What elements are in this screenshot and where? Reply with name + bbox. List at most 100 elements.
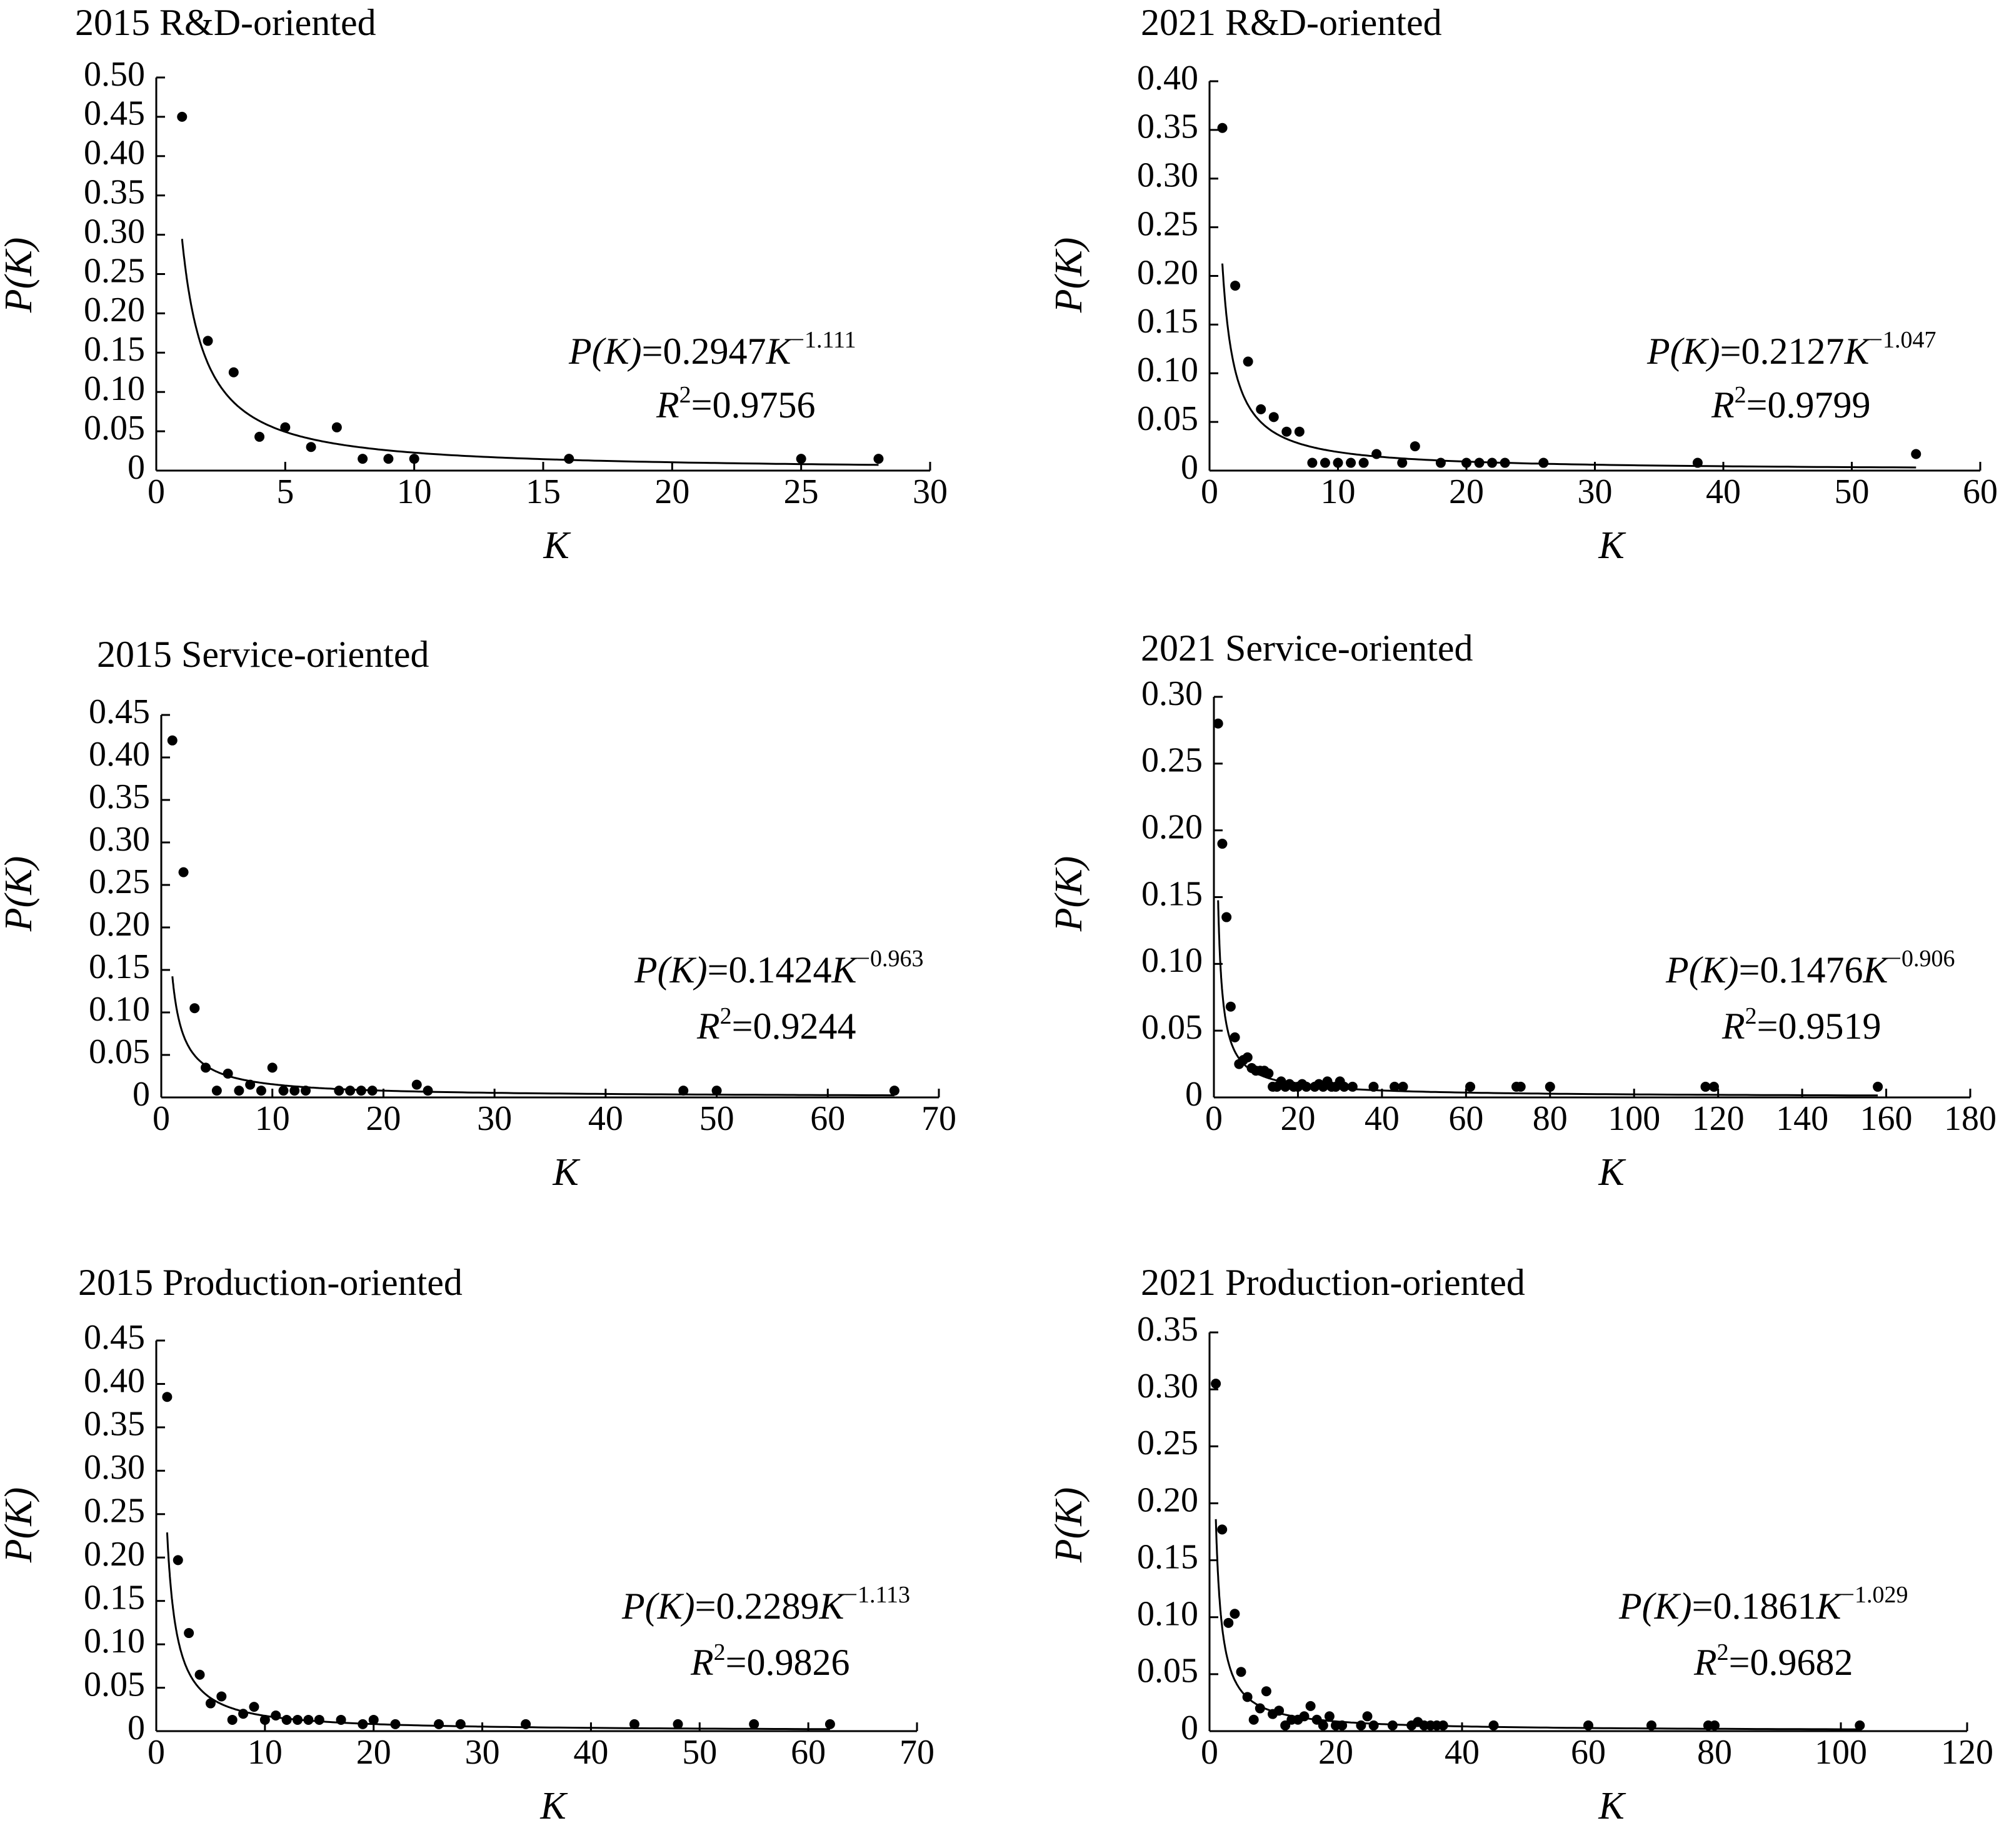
equation-exponent: −1.047 xyxy=(1870,327,1936,353)
fit-equation: P(K)=0.2289K−1.113 xyxy=(621,1582,910,1627)
data-point xyxy=(409,454,419,464)
r-squared-value: =0.9826 xyxy=(726,1642,850,1683)
x-axis-label: K xyxy=(1598,524,1626,567)
data-point xyxy=(289,1086,300,1096)
data-point xyxy=(383,454,394,464)
data-point xyxy=(1274,1706,1285,1716)
y-tick-label: 0.20 xyxy=(84,1535,145,1574)
data-point xyxy=(1217,1524,1228,1535)
x-tick-label: 100 xyxy=(1815,1733,1867,1772)
x-tick-label: 40 xyxy=(588,1099,623,1138)
data-point xyxy=(1474,457,1485,468)
data-point xyxy=(1217,839,1228,849)
data-point xyxy=(1461,457,1471,468)
equation-lhs: P(K) xyxy=(1618,1586,1692,1627)
y-tick-label: 0.35 xyxy=(84,1405,145,1444)
data-point xyxy=(455,1719,466,1729)
x-tick-label: 0 xyxy=(1205,1099,1223,1138)
fit-curve xyxy=(1221,263,1916,469)
x-tick-label: 20 xyxy=(1449,472,1484,511)
y-tick-label: 0.40 xyxy=(84,1361,145,1400)
chart-title: 2015 Service-oriented xyxy=(97,634,429,675)
data-point xyxy=(238,1709,249,1719)
data-point xyxy=(216,1691,227,1702)
chart-title: 2021 Service-oriented xyxy=(1141,627,1473,669)
data-point xyxy=(1583,1720,1593,1731)
x-tick-label: 0 xyxy=(1201,472,1218,511)
equation-lhs: P(K) xyxy=(621,1586,695,1627)
x-tick-label: 10 xyxy=(248,1733,283,1772)
x-tick-label: 0 xyxy=(148,1733,165,1772)
data-point xyxy=(521,1719,531,1729)
data-point xyxy=(824,1719,835,1729)
equation-coefficient: =0.1424 xyxy=(708,949,832,991)
r-squared: R2=0.9826 xyxy=(690,1639,850,1683)
x-tick-label: 70 xyxy=(921,1099,956,1138)
x-tick-label: 80 xyxy=(1533,1099,1568,1138)
y-axis-label: P(K) xyxy=(1048,856,1090,932)
y-tick-label: 0.25 xyxy=(1137,1424,1198,1462)
equation-coefficient: =0.2289 xyxy=(695,1586,819,1627)
data-point xyxy=(749,1719,759,1729)
data-point xyxy=(331,422,342,432)
x-tick-label: 0 xyxy=(1201,1733,1218,1772)
data-point xyxy=(423,1086,433,1096)
y-tick-label: 0.05 xyxy=(1137,399,1198,438)
y-tick-label: 0.05 xyxy=(84,409,145,447)
data-point xyxy=(1255,1703,1265,1714)
r-squared: R2=0.9244 xyxy=(696,1003,856,1047)
x-tick-label: 30 xyxy=(913,472,948,511)
fit-equation: P(K)=0.1861K−1.029 xyxy=(1618,1582,1908,1627)
data-point xyxy=(1692,457,1703,468)
y-tick-label: 0.15 xyxy=(89,947,150,986)
y-tick-label: 0.10 xyxy=(1137,1595,1198,1634)
x-axis-label: K xyxy=(552,1151,581,1194)
y-tick-label: 0 xyxy=(128,448,145,487)
y-tick-label: 0.15 xyxy=(1137,302,1198,341)
y-tick-label: 0.45 xyxy=(89,692,150,731)
fit-curve xyxy=(166,1532,830,1731)
data-point xyxy=(223,1068,233,1079)
data-point xyxy=(1236,1667,1246,1677)
data-point xyxy=(1263,1068,1274,1079)
x-tick-label: 60 xyxy=(1571,1733,1606,1772)
y-tick-label: 0.10 xyxy=(89,990,150,1029)
data-point xyxy=(201,1062,211,1073)
data-point xyxy=(259,1714,270,1725)
data-point xyxy=(281,1714,292,1725)
data-point xyxy=(1488,1720,1499,1731)
y-axis-label: P(K) xyxy=(1048,237,1090,314)
y-tick-label: 0.20 xyxy=(89,905,150,944)
y-tick-label: 0.10 xyxy=(84,1622,145,1661)
data-point xyxy=(336,1714,346,1725)
y-tick-label: 0.05 xyxy=(1141,1008,1203,1047)
data-point xyxy=(1223,1617,1234,1628)
data-point xyxy=(1855,1720,1865,1731)
y-tick-label: 0.15 xyxy=(1137,1537,1198,1576)
r-squared-superscript: 2 xyxy=(1717,1639,1729,1666)
equation-variable: K xyxy=(765,331,793,372)
chart-title: 2021 R&D-oriented xyxy=(1141,2,1442,43)
y-tick-label: 0 xyxy=(1185,1075,1203,1114)
data-point xyxy=(178,867,189,877)
data-point xyxy=(293,1714,303,1725)
data-point xyxy=(1362,1711,1373,1722)
data-point xyxy=(1221,912,1232,922)
y-tick-label: 0.25 xyxy=(84,251,145,290)
y-tick-label: 0.30 xyxy=(1137,1367,1198,1406)
chart-title: 2015 Production-oriented xyxy=(78,1262,463,1303)
y-tick-label: 0 xyxy=(128,1709,145,1747)
data-point xyxy=(796,454,806,464)
data-point xyxy=(189,1003,200,1014)
x-axis-label: K xyxy=(1598,1785,1626,1827)
r-squared-symbol: R xyxy=(1711,384,1735,426)
x-tick-label: 70 xyxy=(899,1733,934,1772)
data-point xyxy=(1299,1711,1310,1722)
fit-equation: P(K)=0.1476K−0.906 xyxy=(1665,946,1955,991)
x-tick-label: 50 xyxy=(1835,472,1870,511)
data-point xyxy=(1211,1379,1221,1389)
data-point xyxy=(358,454,368,464)
